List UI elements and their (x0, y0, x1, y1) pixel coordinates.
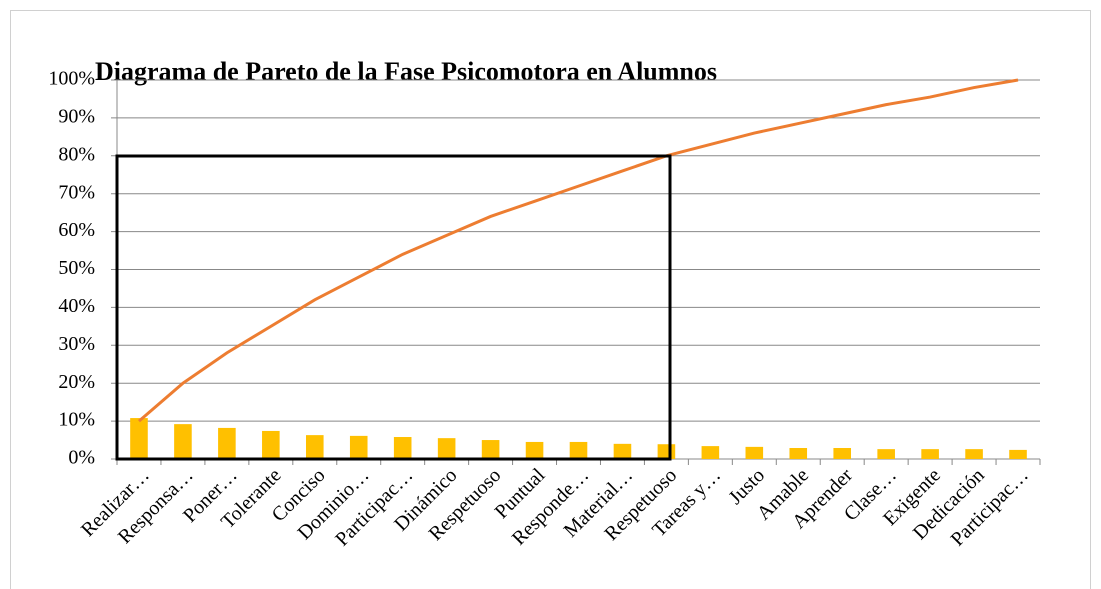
bar (1009, 449, 1027, 459)
bar (174, 424, 192, 459)
bar (569, 441, 588, 459)
y-tick-label: 40% (58, 295, 95, 317)
y-tick-label: 70% (58, 181, 95, 203)
y-tick-label: 0% (68, 447, 95, 469)
bar (349, 435, 368, 459)
y-tick-label: 80% (58, 143, 95, 165)
bar (701, 446, 720, 459)
plot-area: 0%10%20%30%40%50%60%70%80%90%100%Realiza… (48, 68, 1041, 550)
y-tick-label: 20% (58, 371, 95, 393)
bar (833, 448, 852, 459)
y-tick-label: 10% (58, 409, 95, 431)
bar (613, 443, 632, 459)
bar (130, 418, 148, 459)
highlight-box (115, 154, 672, 461)
bar (877, 449, 895, 459)
y-tick-label: 60% (58, 219, 95, 241)
cumulative-line (137, 78, 1019, 423)
bar (525, 441, 544, 459)
chart-frame (10, 10, 1091, 589)
bar (218, 427, 236, 459)
bar (262, 430, 280, 459)
bar (657, 444, 676, 459)
y-tick-label: 50% (58, 257, 95, 279)
bar (305, 435, 324, 459)
bar (481, 440, 500, 459)
y-tick-label: 90% (58, 105, 95, 127)
bar (921, 449, 939, 459)
bar (745, 446, 764, 459)
bar (437, 438, 456, 459)
bar (393, 437, 412, 459)
bar (965, 449, 983, 459)
chart-title: Diagrama de Pareto de la Fase Psicomotor… (95, 57, 717, 86)
y-tick-label: 30% (58, 333, 95, 355)
bar (789, 448, 808, 459)
y-tick-label: 100% (48, 68, 95, 90)
